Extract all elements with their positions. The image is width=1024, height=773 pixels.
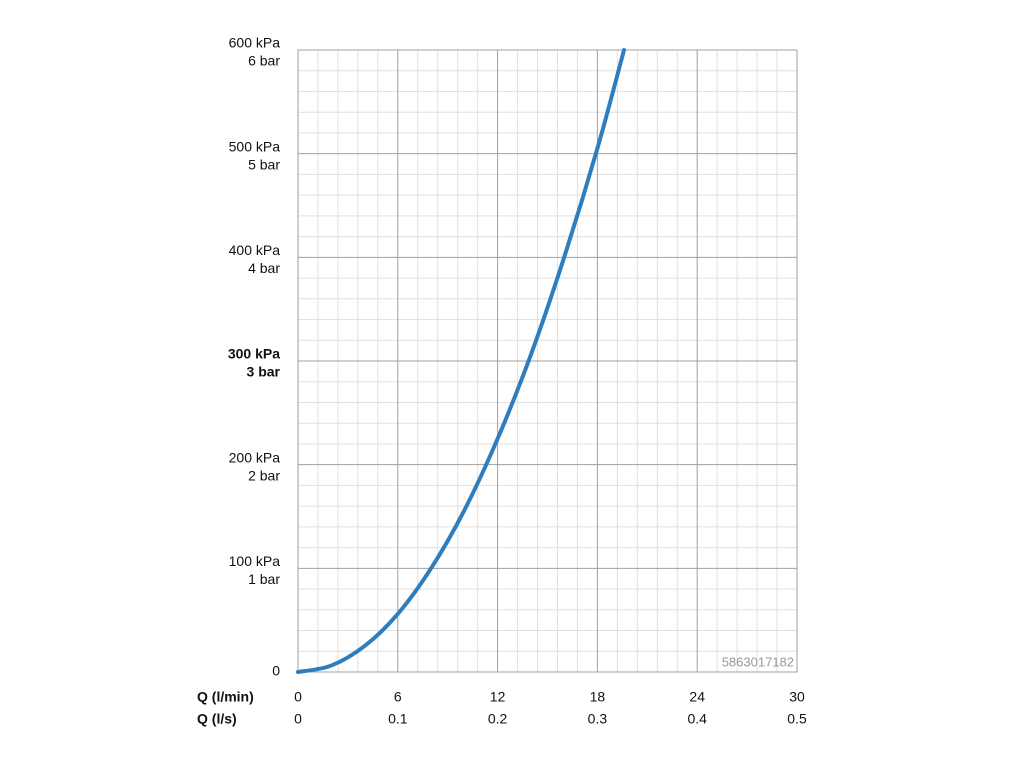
y-tick-label: 300 kPa bbox=[228, 346, 280, 362]
y-tick-label: 0 bbox=[272, 663, 280, 679]
x2-tick-label: 0.1 bbox=[388, 711, 408, 727]
y2-tick-label: 2 bar bbox=[248, 467, 280, 483]
plot-border bbox=[297, 49, 798, 673]
x-tick-label: 12 bbox=[490, 689, 506, 705]
y-tick-label: 200 kPa bbox=[229, 449, 281, 465]
x-tick-label: 30 bbox=[789, 689, 805, 705]
x2-tick-label: 0.3 bbox=[588, 711, 608, 727]
x2-tick-label: 0 bbox=[294, 711, 302, 727]
x-tick-label: 0 bbox=[294, 689, 302, 705]
x2-axis-label: Q (l/s) bbox=[197, 711, 237, 727]
x-tick-label: 18 bbox=[590, 689, 606, 705]
watermark: 5863017182 bbox=[722, 654, 794, 669]
x2-tick-label: 0.2 bbox=[488, 711, 508, 727]
line-series bbox=[296, 48, 627, 674]
y-tick-label: 100 kPa bbox=[229, 553, 281, 569]
y2-tick-label: 4 bar bbox=[248, 260, 280, 276]
y-tick-label: 500 kPa bbox=[229, 138, 281, 154]
y-tick-label: 400 kPa bbox=[229, 242, 281, 258]
x2-tick-label: 0.5 bbox=[787, 711, 807, 727]
y2-tick-label: 3 bar bbox=[247, 364, 281, 380]
y-tick-label: 600 kPa bbox=[229, 35, 281, 51]
y2-tick-label: 6 bar bbox=[248, 53, 280, 69]
x-tick-label: 24 bbox=[689, 689, 705, 705]
x2-tick-label: 0.4 bbox=[687, 711, 707, 727]
x-tick-label: 6 bbox=[394, 689, 402, 705]
x-axis-label: Q (l/min) bbox=[197, 689, 254, 705]
y2-tick-label: 1 bar bbox=[248, 571, 280, 587]
y2-tick-label: 5 bar bbox=[248, 156, 280, 172]
